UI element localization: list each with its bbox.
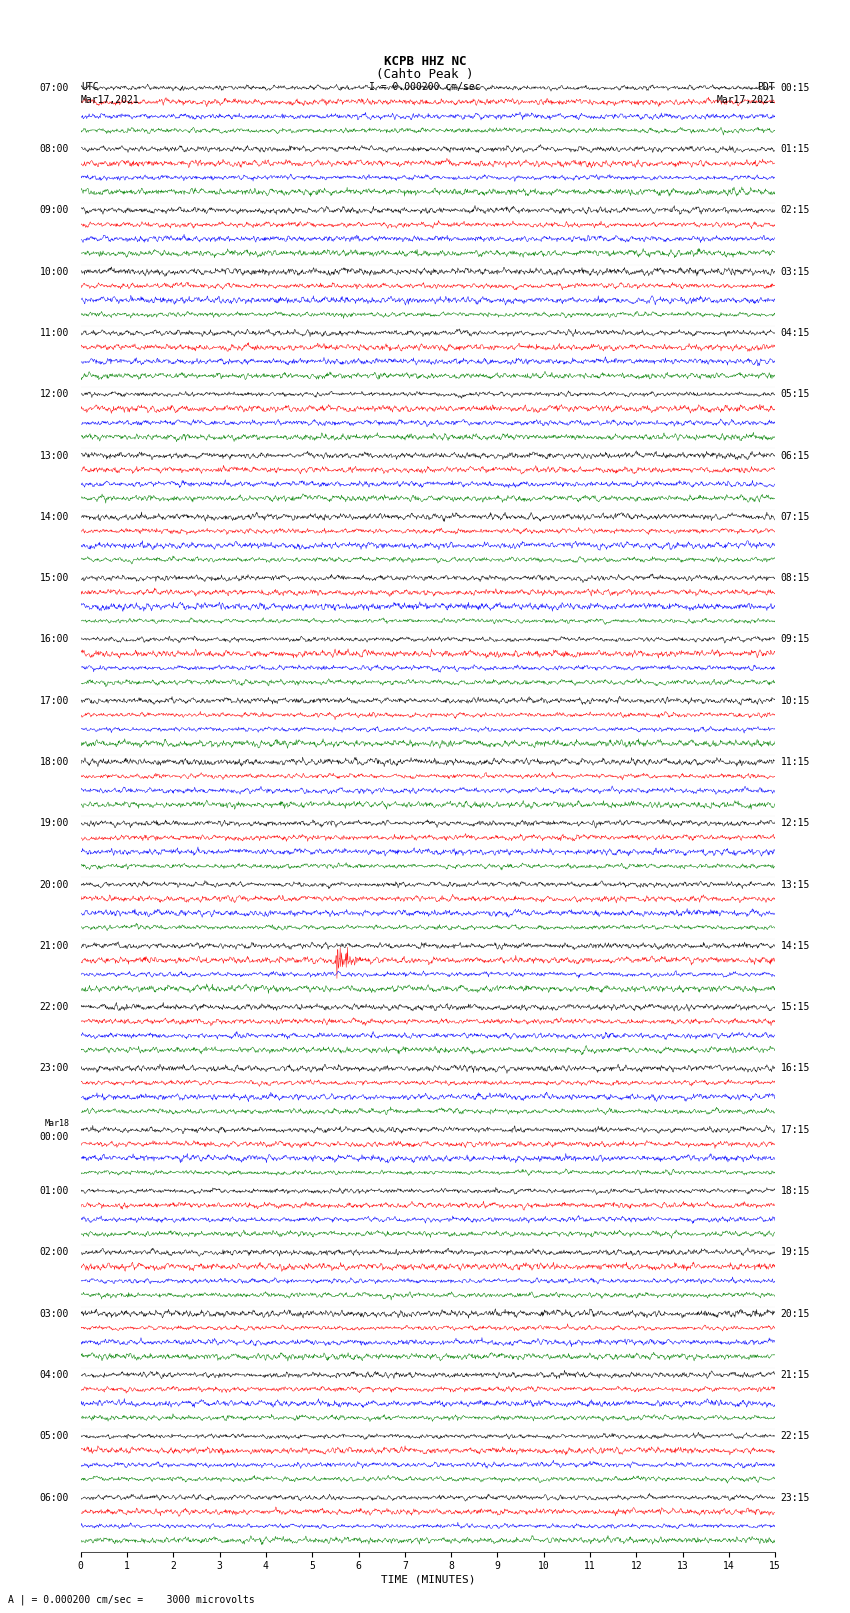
Text: 01:00: 01:00 [40, 1186, 69, 1197]
Text: I = 0.000200 cm/sec: I = 0.000200 cm/sec [369, 82, 481, 92]
Text: 19:00: 19:00 [40, 818, 69, 829]
Text: 07:00: 07:00 [40, 82, 69, 94]
Text: 03:15: 03:15 [781, 266, 810, 277]
Text: 18:00: 18:00 [40, 756, 69, 768]
Text: 02:00: 02:00 [40, 1247, 69, 1258]
Text: 00:00: 00:00 [40, 1132, 69, 1142]
Text: Mar18: Mar18 [44, 1119, 69, 1127]
Text: PDT
Mar17,2021: PDT Mar17,2021 [717, 82, 775, 105]
Text: 10:00: 10:00 [40, 266, 69, 277]
Text: 08:00: 08:00 [40, 144, 69, 155]
Text: 14:15: 14:15 [781, 940, 810, 952]
Text: 11:00: 11:00 [40, 327, 69, 339]
Text: 06:15: 06:15 [781, 450, 810, 461]
Text: 11:15: 11:15 [781, 756, 810, 768]
Text: 07:15: 07:15 [781, 511, 810, 523]
Text: 08:15: 08:15 [781, 573, 810, 584]
Text: 21:15: 21:15 [781, 1369, 810, 1381]
Text: 04:00: 04:00 [40, 1369, 69, 1381]
Text: 23:15: 23:15 [781, 1492, 810, 1503]
Text: 16:15: 16:15 [781, 1063, 810, 1074]
Text: 18:15: 18:15 [781, 1186, 810, 1197]
Text: 06:00: 06:00 [40, 1492, 69, 1503]
Text: 21:00: 21:00 [40, 940, 69, 952]
Text: 20:15: 20:15 [781, 1308, 810, 1319]
Text: 02:15: 02:15 [781, 205, 810, 216]
Text: A | = 0.000200 cm/sec =    3000 microvolts: A | = 0.000200 cm/sec = 3000 microvolts [8, 1594, 255, 1605]
Text: 15:15: 15:15 [781, 1002, 810, 1013]
Text: 12:15: 12:15 [781, 818, 810, 829]
Text: 01:15: 01:15 [781, 144, 810, 155]
Text: 09:00: 09:00 [40, 205, 69, 216]
Text: 15:00: 15:00 [40, 573, 69, 584]
Text: 12:00: 12:00 [40, 389, 69, 400]
X-axis label: TIME (MINUTES): TIME (MINUTES) [381, 1574, 475, 1584]
Text: 17:00: 17:00 [40, 695, 69, 706]
Text: UTC
Mar17,2021: UTC Mar17,2021 [81, 82, 139, 105]
Text: 09:15: 09:15 [781, 634, 810, 645]
Text: 14:00: 14:00 [40, 511, 69, 523]
Text: KCPB HHZ NC: KCPB HHZ NC [383, 55, 467, 68]
Text: 00:15: 00:15 [781, 82, 810, 94]
Text: 16:00: 16:00 [40, 634, 69, 645]
Text: 17:15: 17:15 [781, 1124, 810, 1136]
Text: 20:00: 20:00 [40, 879, 69, 890]
Text: 23:00: 23:00 [40, 1063, 69, 1074]
Text: 10:15: 10:15 [781, 695, 810, 706]
Text: 22:15: 22:15 [781, 1431, 810, 1442]
Text: 03:00: 03:00 [40, 1308, 69, 1319]
Text: 19:15: 19:15 [781, 1247, 810, 1258]
Text: 22:00: 22:00 [40, 1002, 69, 1013]
Text: 05:00: 05:00 [40, 1431, 69, 1442]
Text: 13:00: 13:00 [40, 450, 69, 461]
Text: 04:15: 04:15 [781, 327, 810, 339]
Text: 05:15: 05:15 [781, 389, 810, 400]
Text: (Cahto Peak ): (Cahto Peak ) [377, 68, 473, 81]
Text: 13:15: 13:15 [781, 879, 810, 890]
